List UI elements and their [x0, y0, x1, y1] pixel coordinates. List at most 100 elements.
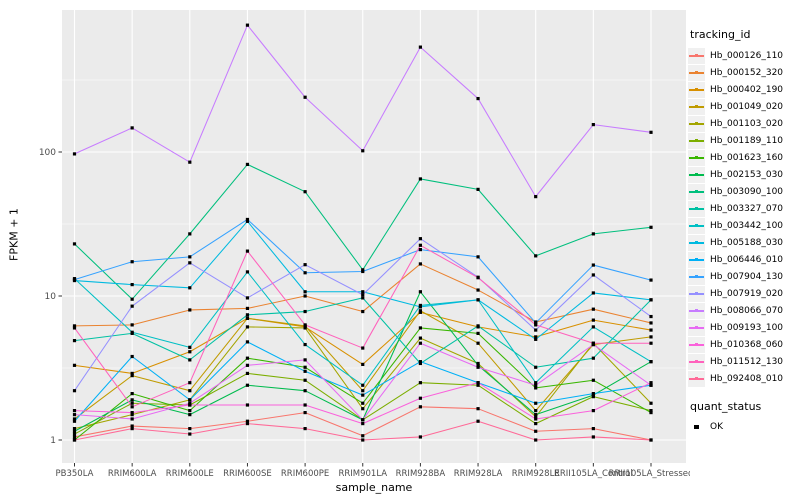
data-point — [649, 328, 653, 332]
data-point — [649, 298, 653, 302]
data-point — [72, 419, 77, 423]
data-point — [130, 297, 134, 301]
data-point — [361, 293, 365, 297]
data-point — [72, 324, 77, 328]
legend-item-label: OK — [710, 421, 723, 432]
data-point — [591, 378, 595, 382]
data-point — [188, 308, 192, 312]
data-point — [649, 360, 653, 364]
data-point — [476, 298, 480, 302]
y-tick-label: 1 — [50, 436, 56, 446]
data-point — [418, 305, 422, 309]
data-point — [188, 345, 192, 349]
data-point — [591, 307, 595, 311]
data-point — [534, 386, 538, 390]
data-point — [534, 429, 538, 433]
data-point — [245, 316, 250, 320]
data-point — [534, 321, 538, 325]
data-point — [361, 309, 365, 314]
data-point — [72, 363, 77, 367]
data-point — [130, 323, 134, 327]
data-point — [476, 419, 480, 423]
x-tick-label: RRIM901LA — [338, 469, 387, 479]
legend-item: Hb_001103_020 — [688, 115, 800, 132]
data-point — [418, 360, 422, 364]
data-point — [188, 403, 192, 407]
data-point — [591, 318, 595, 322]
data-point — [361, 418, 365, 422]
data-point — [476, 255, 480, 259]
legend-line-key-icon — [688, 217, 705, 234]
data-point — [361, 421, 365, 426]
data-point — [130, 426, 134, 431]
data-point — [72, 426, 77, 431]
legend-line-key-icon — [688, 251, 705, 268]
data-point — [303, 290, 307, 294]
legend-item: Hb_092408_010 — [688, 370, 800, 387]
data-point — [72, 326, 77, 330]
data-point — [418, 341, 422, 345]
legend-line-key-icon — [688, 183, 705, 200]
data-point — [188, 286, 192, 290]
data-point — [591, 341, 595, 345]
legend-item-label: Hb_002153_030 — [710, 169, 784, 180]
data-point — [476, 276, 480, 280]
legend-item-label: Hb_000152_320 — [710, 67, 784, 78]
data-point — [418, 396, 422, 400]
data-point — [361, 149, 365, 153]
data-point — [476, 365, 480, 369]
x-tick-label: PB350LA — [56, 469, 94, 479]
y-axis-title: FPKM + 1 — [7, 208, 21, 261]
x-tick-label: RRII105LA_Stressed — [609, 469, 690, 479]
data-point — [534, 365, 538, 369]
legend-line-key-icon — [688, 234, 705, 251]
data-point — [418, 262, 422, 266]
data-point — [418, 243, 422, 247]
data-point — [418, 290, 422, 294]
legend-line-key-icon — [688, 149, 705, 166]
data-point — [418, 177, 422, 181]
legend-line-key-icon — [688, 132, 705, 149]
data-point — [130, 260, 134, 264]
legend-line-key-icon — [688, 319, 705, 336]
data-point — [476, 383, 480, 387]
legend-item: Hb_008066_070 — [688, 302, 800, 319]
legend-item: Hb_001189_110 — [688, 132, 800, 149]
data-point — [649, 130, 653, 134]
data-point — [130, 304, 134, 308]
data-point — [476, 341, 480, 345]
legend-item-label: Hb_005188_030 — [710, 237, 784, 248]
data-point — [130, 392, 134, 396]
data-point — [534, 195, 538, 199]
data-point — [534, 417, 538, 421]
data-point — [303, 358, 307, 362]
data-point — [361, 268, 365, 272]
legend-title-quant-status: quant_status — [690, 400, 762, 413]
data-point — [188, 413, 192, 417]
legend-item: Hb_009193_100 — [688, 319, 800, 336]
data-point — [534, 421, 538, 426]
data-point — [476, 331, 480, 335]
data-point — [245, 371, 250, 376]
data-point — [418, 361, 422, 366]
data-point — [130, 410, 134, 415]
data-point — [534, 323, 538, 327]
legend-item: Hb_001623_160 — [688, 149, 800, 166]
x-tick-label: RRIM928LA — [454, 469, 503, 479]
legend-item-label: Hb_006446_010 — [710, 254, 784, 265]
plot-area: 1 10 100 PB350LA RRIM600LA RRIM600LE RRIM600SE… — [39, 10, 693, 479]
data-point — [534, 383, 538, 387]
data-point — [649, 335, 653, 339]
data-point — [418, 326, 422, 330]
data-point — [130, 424, 134, 428]
data-point — [534, 401, 538, 405]
legend-item: Hb_007904_130 — [688, 268, 800, 285]
data-point — [303, 365, 307, 369]
data-point — [476, 187, 480, 191]
data-point — [303, 342, 307, 347]
data-point — [649, 409, 653, 413]
data-point — [188, 261, 192, 265]
legend-item-label: Hb_003442_100 — [710, 220, 784, 231]
data-point — [591, 273, 595, 277]
data-point — [245, 356, 250, 360]
